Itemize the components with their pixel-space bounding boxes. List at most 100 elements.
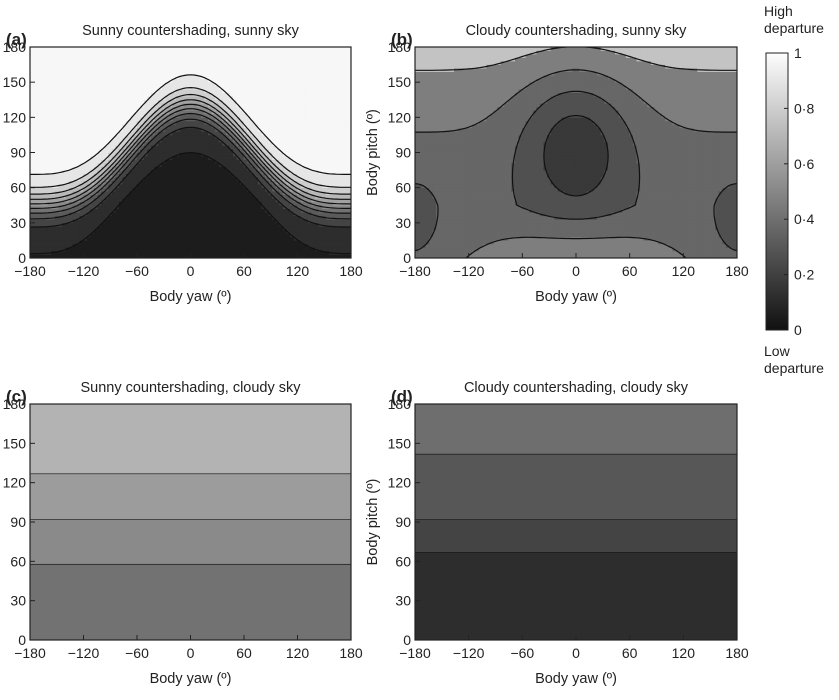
heat-cell: [118, 219, 124, 224]
heat-cell: [47, 95, 52, 101]
heat-cell: [97, 243, 102, 248]
heat-cell: [282, 201, 288, 206]
heat-cell: [300, 145, 305, 150]
heat-cell: [90, 243, 95, 248]
heat-cell: [183, 60, 188, 65]
heat-cell: [43, 127, 49, 132]
heat-cell: [72, 180, 77, 185]
heat-cell: [101, 134, 106, 139]
heat-cell: [175, 219, 181, 224]
heat-cell: [33, 67, 38, 72]
heat-cell: [61, 74, 66, 79]
heat-cell: [129, 211, 134, 217]
heat-cell: [179, 159, 184, 164]
heat-cell: [90, 117, 95, 122]
heat-cell: [322, 211, 327, 217]
heat-cell: [322, 254, 327, 258]
heat-cell: [261, 250, 266, 255]
heat-cell: [154, 159, 159, 164]
heat-cell: [83, 233, 88, 238]
heat-cell: [282, 169, 288, 174]
heat-cell: [193, 141, 198, 146]
heat-cell: [33, 183, 38, 188]
heat-cell: [126, 222, 131, 227]
heat-cell: [297, 92, 302, 97]
heat-cell: [250, 250, 255, 255]
heat-cell: [218, 254, 223, 258]
heat-cell: [332, 134, 338, 139]
heat-cell: [343, 124, 348, 129]
heat-cell: [332, 204, 338, 210]
heat-cell: [36, 180, 41, 185]
heat-cell: [254, 173, 259, 178]
heat-cell: [233, 236, 238, 241]
heat-cell: [322, 148, 327, 153]
heat-cell: [257, 78, 263, 83]
heat-cell: [229, 226, 234, 231]
heat-cell: [108, 250, 113, 255]
heat-cell: [290, 148, 295, 153]
heat-cell: [126, 204, 131, 210]
heat-cell: [115, 60, 120, 65]
heat-cell: [218, 117, 223, 122]
heat-cell: [318, 152, 323, 157]
heat-cell: [129, 67, 134, 72]
heat-cell: [293, 117, 298, 122]
heat-cell: [236, 236, 241, 241]
heat-cell: [222, 159, 227, 164]
heat-cell: [218, 197, 223, 203]
heat-cell: [136, 95, 141, 101]
heat-cell: [136, 60, 141, 65]
heat-cell: [200, 190, 206, 195]
heat-cell: [300, 81, 305, 86]
heat-cell: [236, 173, 241, 178]
heat-cell: [33, 250, 38, 255]
heat-cell: [315, 117, 320, 122]
heat-cell: [340, 183, 345, 188]
heat-cell: [65, 78, 70, 83]
heat-cell: [272, 110, 277, 115]
heat-cell: [325, 106, 330, 111]
heat-cell: [208, 190, 213, 195]
heat-cell: [129, 204, 134, 210]
heat-cell: [315, 102, 320, 108]
heat-cell: [233, 233, 238, 238]
heat-cell: [101, 204, 106, 210]
heat-cell: [129, 117, 134, 122]
heat-cell: [307, 71, 313, 76]
heat-cell: [168, 148, 173, 153]
heat-cell: [183, 169, 188, 174]
heat-cell: [54, 120, 59, 125]
heat-cell: [297, 233, 302, 238]
heat-cell: [243, 176, 248, 181]
heat-cell: [311, 95, 316, 101]
heat-cell: [65, 60, 70, 65]
heat-cell: [33, 92, 38, 97]
heat-cell: [275, 176, 280, 181]
heat-cell: [83, 190, 88, 195]
heat-cell: [140, 254, 145, 258]
heat-cell: [279, 88, 284, 94]
heat-cell: [150, 247, 156, 252]
heat-cell: [336, 187, 341, 192]
heat-cell: [332, 92, 338, 97]
heat-cell: [126, 88, 131, 94]
heat-cell: [147, 159, 152, 164]
heat-cell: [61, 78, 66, 83]
heat-cell: [233, 169, 238, 174]
heat-cell: [279, 81, 284, 86]
heat-cell: [200, 124, 206, 129]
heat-cell: [272, 243, 277, 248]
heat-cell: [247, 67, 252, 72]
heat-cell: [304, 215, 309, 220]
heat-cell: [243, 120, 248, 125]
heat-cell: [290, 208, 295, 213]
heat-cell: [322, 180, 327, 185]
heat-cell: [211, 134, 216, 139]
heat-cell: [190, 219, 195, 224]
heat-cell: [193, 71, 198, 76]
heat-cell: [154, 138, 159, 143]
heat-cell: [300, 113, 305, 118]
heat-cell: [30, 166, 34, 171]
heat-cell: [336, 85, 341, 90]
